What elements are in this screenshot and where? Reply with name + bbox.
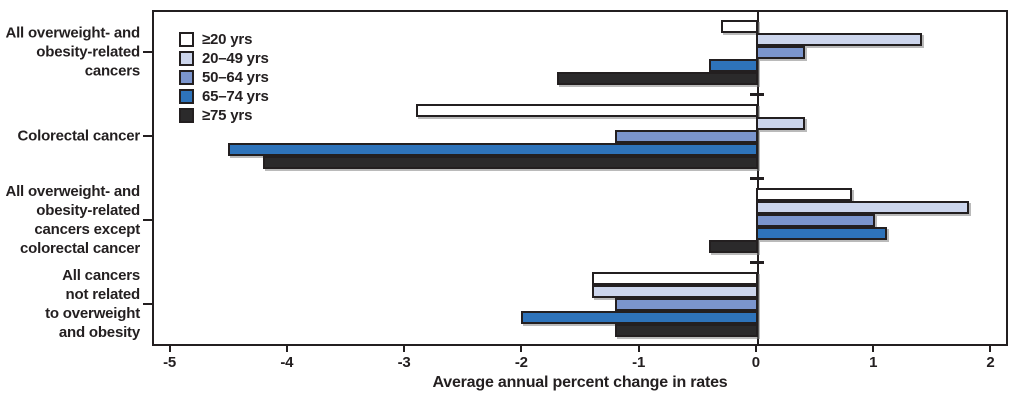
bar-series-3-category-1 [228,142,758,156]
category-label: All overweight- and obesity-related canc… [5,24,140,80]
legend-item-0: ≥20 yrs [179,30,269,49]
bar-series-0-category-3 [591,271,758,285]
x-axis-tick-label: -1 [632,354,646,371]
category-tick [143,51,152,53]
bar-series-1-category-2 [755,200,969,214]
bar-series-0-category-2 [755,187,852,201]
x-axis-tick-label: 2 [986,354,995,371]
x-axis-tick [403,346,406,352]
bar-series-2-category-0 [755,45,805,59]
bar-series-2-category-2 [755,213,876,227]
legend-label: 50–64 yrs [202,69,269,86]
x-axis-tick [285,346,288,352]
legend-swatch [179,51,194,66]
legend-swatch [179,32,194,47]
x-axis-tick-label: 1 [869,354,878,371]
category-tick [143,135,152,137]
plot-area [152,10,1008,346]
category-tick [143,303,152,305]
legend: ≥20 yrs 20–49 yrs 50–64 yrs 65–74 yrs ≥75 yr… [179,30,269,125]
x-axis-tick-label: -4 [280,354,294,371]
x-axis-tick-label: -5 [163,354,177,371]
bar-series-2-category-1 [615,129,758,143]
x-axis-tick [637,346,640,352]
legend-swatch [179,89,194,104]
bar-series-4-category-3 [615,323,758,337]
group-separator-tick [749,92,764,96]
x-axis-title: Average annual percent change in rates [432,374,728,391]
legend-label: 65–74 yrs [202,88,269,105]
bar-series-1-category-3 [591,284,758,298]
x-axis-tick [872,346,875,352]
category-label: All overweight- and obesity-related canc… [5,183,140,257]
legend-swatch [179,108,194,123]
x-axis-tick-label: -2 [514,354,528,371]
legend-label: ≥20 yrs [202,31,253,48]
legend-label: 20–49 yrs [202,50,269,67]
bar-series-4-category-1 [263,155,758,169]
x-axis-tick [520,346,523,352]
legend-swatch [179,70,194,85]
bar-series-1-category-0 [755,32,923,46]
x-axis-tick [989,346,992,352]
bar-series-1-category-1 [755,116,805,130]
legend-label: ≥75 yrs [202,107,253,124]
x-axis-tick-label: -3 [397,354,411,371]
bar-series-2-category-3 [615,297,758,311]
legend-item-4: ≥75 yrs [179,106,269,125]
x-axis-tick-label: 0 [751,354,760,371]
bar-series-3-category-3 [521,310,758,324]
category-tick [143,219,152,221]
x-axis-tick [168,346,171,352]
bar-series-0-category-1 [415,103,758,117]
group-separator-tick [749,176,764,180]
legend-item-1: 20–49 yrs [179,49,269,68]
bar-series-0-category-0 [720,19,758,33]
legend-item-3: 65–74 yrs [179,87,269,106]
category-label: Colorectal cancer [17,127,141,145]
group-separator-tick [749,260,764,264]
bar-series-4-category-2 [708,239,758,253]
category-label: All cancers not related to overweight an… [45,267,140,341]
bar-series-4-category-0 [556,71,758,85]
bar-series-3-category-2 [755,226,887,240]
bar-series-3-category-0 [708,58,758,72]
legend-item-2: 50–64 yrs [179,68,269,87]
x-axis-tick [754,346,757,352]
